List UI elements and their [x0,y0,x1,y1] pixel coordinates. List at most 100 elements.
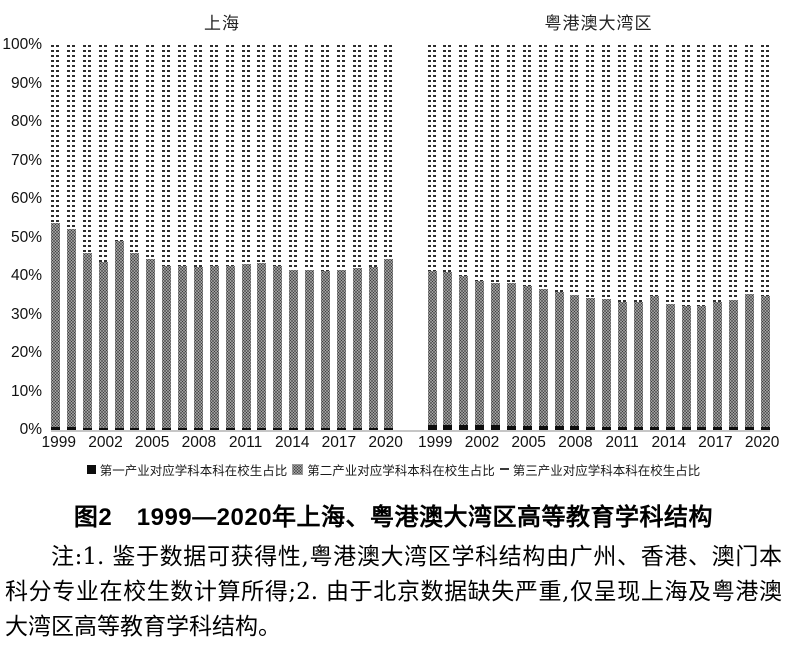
primary-industry-segment [241,428,251,430]
secondary-industry-segment [146,258,156,429]
secondary-industry-segment [681,305,691,427]
primary-industry-segment [665,426,675,430]
secondary-industry-segment [713,302,723,428]
x-tick-label: 2005 [511,434,546,451]
primary-industry-segment [320,428,330,430]
x-tick-cell: 1999 [418,434,452,454]
secondary-industry-segment [130,252,140,428]
secondary-industry-segment [336,270,346,429]
y-tick-label: 10% [10,382,42,400]
tertiary-industry-segment [586,45,596,298]
primary-industry-segment [209,428,219,430]
x-tick-cell [490,434,506,454]
plot-area [51,45,770,432]
x-tick-cell: 2005 [511,434,545,454]
primary-industry-segment [82,427,92,430]
tertiary-industry-segment [114,45,124,241]
x-tick-label: 2020 [744,434,780,451]
x-tick-label: 2014 [274,434,310,451]
y-tick-label: 50% [10,228,42,246]
stacked-bar-2012 [257,45,267,430]
stacked-bar-2005 [146,45,156,430]
tertiary-industry-segment [475,45,485,281]
stacked-bar-2020 [760,45,770,430]
primary-industry-segment [51,427,60,430]
secondary-industry-segment [760,296,770,428]
secondary-industry-segment [475,281,485,426]
secondary-industry-segment [522,286,532,426]
tertiary-industry-segment [82,45,92,253]
stacked-bar-2016 [697,45,707,430]
tertiary-industry-segment [443,45,453,272]
primary-industry-segment [273,428,283,430]
secondary-industry-segment [289,270,299,429]
stacked-bar-2011 [241,45,251,430]
secondary-industry-segment [745,294,754,428]
y-tick-label: 70% [10,151,42,169]
x-tick-label: 2008 [181,434,217,451]
x-tick-cell [630,434,646,454]
stacked-bar-2010 [225,45,235,430]
tertiary-industry-segment [289,45,299,271]
stacked-bar-2007 [554,45,564,430]
legend-label: 第一产业对应学科本科在校生占比 [99,463,288,478]
primary-industry-segment [745,427,754,430]
primary-industry-segment [193,428,203,430]
tertiary-industry-segment [427,45,437,271]
secondary-industry-segment [178,266,187,429]
y-tick-label: 0% [19,421,42,438]
x-tick-cell [583,434,599,454]
stacked-bar-2003 [114,45,124,430]
primary-industry-segment [491,425,500,430]
stacked-bar-2017 [713,45,723,430]
y-tick-label: 30% [10,305,42,323]
primary-industry-segment [586,426,596,430]
primary-industry-segment [649,426,659,430]
stacked-bar-2002 [475,45,485,430]
secondary-industry-segment [114,240,124,428]
bar-group [51,45,394,430]
stacked-bar-2004 [130,45,140,430]
x-tick-cell [253,434,269,454]
tertiary-industry-segment [649,45,659,297]
x-tick-label: 2002 [464,434,500,451]
tertiary-industry-segment [459,45,469,276]
primary-industry-segment [130,427,140,430]
stacked-bar-1999 [427,45,437,430]
tertiary-industry-segment [681,45,691,306]
secondary-industry-segment [586,297,596,427]
stacked-bar-2009 [586,45,596,430]
dual-panel-stacked-bar-chart: 上海 粤港澳大湾区 100% 90% 80% 70% 60% 50% 40% 30% 20% 10… [2,14,780,479]
tertiary-industry-segment [257,45,267,264]
x-tick-label: 2014 [651,434,686,451]
x-tick-cell: 2008 [558,434,592,454]
stacked-bar-2004 [506,45,516,430]
legend-item: 第二产业对应学科本科在校生占比 [292,460,495,479]
primary-industry-segment [475,425,485,430]
tertiary-industry-segment [193,45,203,268]
x-tick-cell [113,434,129,454]
x-tick-cell: 2011 [605,434,638,454]
secondary-industry-segment [729,300,739,428]
primary-industry-segment [66,427,76,430]
tertiary-industry-segment [178,45,187,267]
tertiary-industry-segment [602,45,612,300]
primary-industry-segment [257,428,267,430]
primary-industry-segment [713,427,723,430]
figure-note: 注:1. 鉴于数据可获得性,粤港澳大湾区学科结构由广州、香港、澳门本科分专业在校… [5,544,782,640]
secondary-industry-segment [305,270,314,429]
tertiary-industry-segment [51,45,60,224]
primary-industry-segment [697,426,707,430]
stacked-bar-2017 [336,45,346,430]
secondary-industry-segment [368,267,378,429]
x-tick-cell [677,434,693,454]
stacked-bar-2006 [538,45,548,430]
primary-industry-segment [289,428,299,430]
stacked-bar-2015 [305,45,314,430]
stacked-bar-2020 [384,45,394,430]
x-tick-cell: 2005 [135,434,169,454]
primary-industry-segment [760,427,770,430]
tertiary-industry-segment [538,45,548,290]
tertiary-industry-segment [618,45,627,302]
stacked-bar-2015 [681,45,691,430]
